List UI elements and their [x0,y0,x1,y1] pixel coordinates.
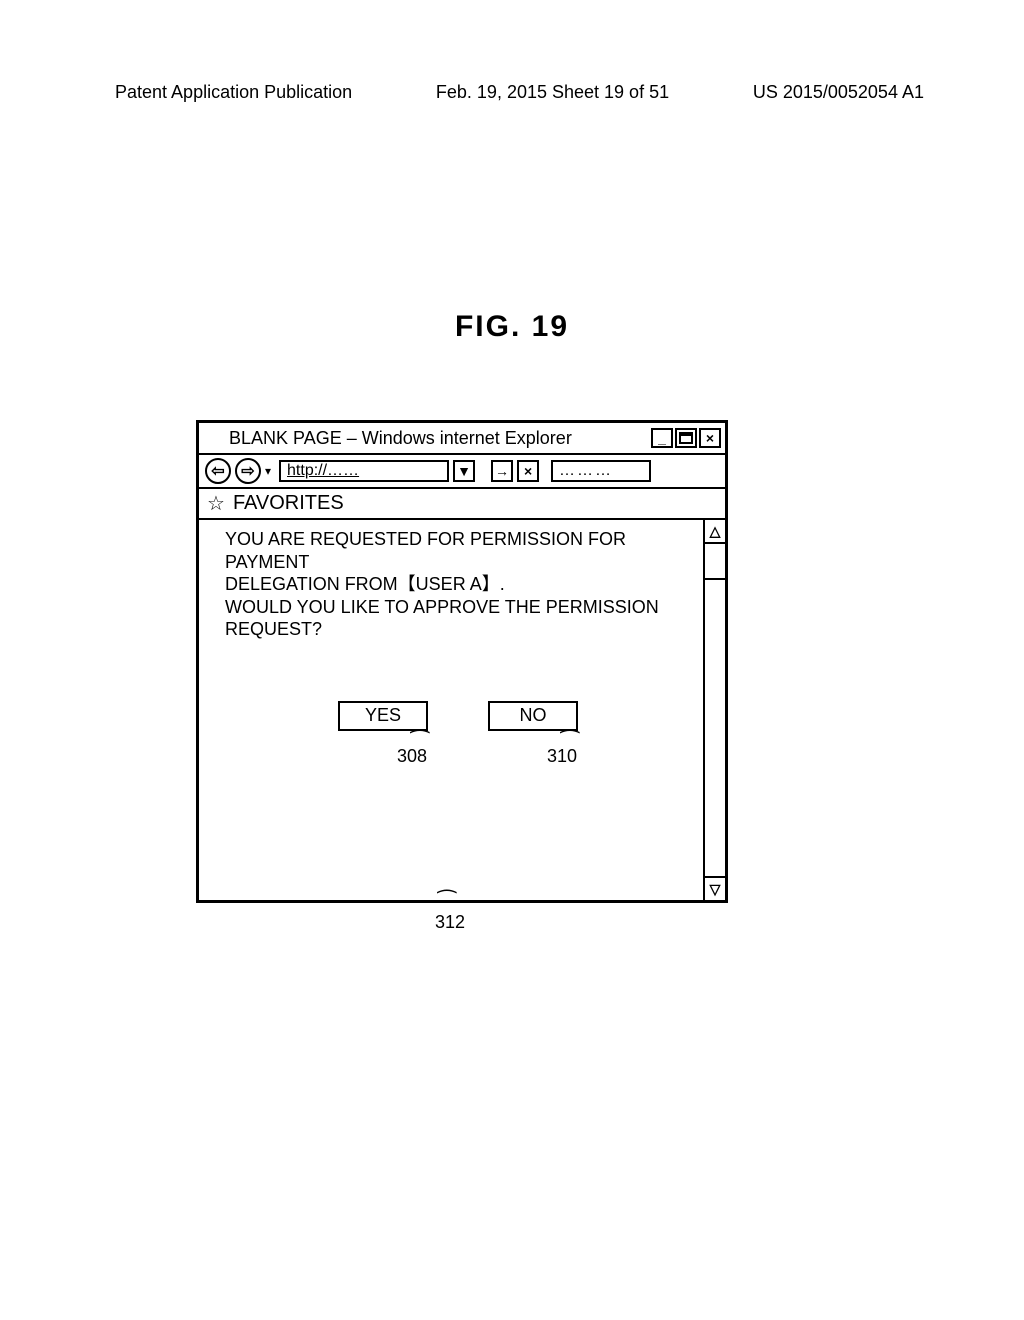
page-content: YOU ARE REQUESTED FOR PERMISSION FOR PAY… [199,520,703,900]
yes-button[interactable]: YES [338,701,428,731]
go-button[interactable]: → [491,460,513,482]
no-label: NO [520,704,547,727]
dialog-buttons: YES NO ⁀ 308 ⁀ 310 [225,701,691,731]
favorites-label[interactable]: FAVORITES [233,492,344,515]
scroll-up-icon: △ [710,523,721,540]
header-left: Patent Application Publication [115,82,352,103]
back-icon: ⇦ [211,461,224,481]
minimize-button[interactable]: _ [651,428,673,448]
close-icon: × [706,430,714,446]
vertical-scrollbar[interactable]: △ ▽ [703,520,725,900]
window-title: BLANK PAGE – Windows internet Explorer [229,428,649,449]
message-line2: DELEGATION FROM【USER A】. [225,573,691,596]
header-right: US 2015/0052054 A1 [753,82,924,103]
header-center: Feb. 19, 2015 Sheet 19 of 51 [436,82,669,103]
content-wrap: YOU ARE REQUESTED FOR PERMISSION FOR PAY… [199,518,725,900]
forward-button[interactable]: ⇨ [235,458,261,484]
yes-label: YES [365,704,401,727]
message-line3: WOULD YOU LIKE TO APPROVE THE PERMISSION… [225,596,691,641]
minimize-icon: _ [658,430,666,446]
close-button[interactable]: × [699,428,721,448]
address-bar[interactable]: http://…… [279,460,449,482]
dropdown-icon: ▼ [457,463,471,479]
ref-label-window: 312 [420,912,480,933]
search-placeholder: ……… [559,462,613,480]
url-text: http://…… [287,462,359,480]
scroll-track[interactable] [705,580,725,876]
no-button[interactable]: NO [488,701,578,731]
figure-label: FIG. 19 [0,310,1024,344]
scroll-up-button[interactable]: △ [705,520,725,544]
history-dropdown-icon[interactable]: ▾ [265,464,271,478]
page-header: Patent Application Publication Feb. 19, … [115,82,924,103]
scroll-thumb[interactable] [705,544,725,580]
stop-button[interactable]: × [517,460,539,482]
forward-icon: ⇨ [241,461,254,481]
ref-label-yes: 308 [397,745,427,768]
url-dropdown-button[interactable]: ▼ [453,460,475,482]
search-box[interactable]: ……… [551,460,651,482]
maximize-button[interactable] [675,428,697,448]
back-button[interactable]: ⇦ [205,458,231,484]
scroll-down-button[interactable]: ▽ [705,876,725,900]
titlebar: BLANK PAGE – Windows internet Explorer _… [199,423,725,453]
star-icon[interactable]: ☆ [207,491,225,516]
favorites-bar: ☆ FAVORITES [199,487,725,518]
ref-label-no: 310 [547,745,577,768]
browser-window: BLANK PAGE – Windows internet Explorer _… [196,420,728,903]
scroll-down-icon: ▽ [710,881,721,898]
go-icon: → [495,463,509,479]
nav-toolbar: ⇦ ⇨ ▾ http://…… ▼ → × ……… [199,453,725,487]
stop-icon: × [524,463,532,479]
message-line1: YOU ARE REQUESTED FOR PERMISSION FOR PAY… [225,528,691,573]
